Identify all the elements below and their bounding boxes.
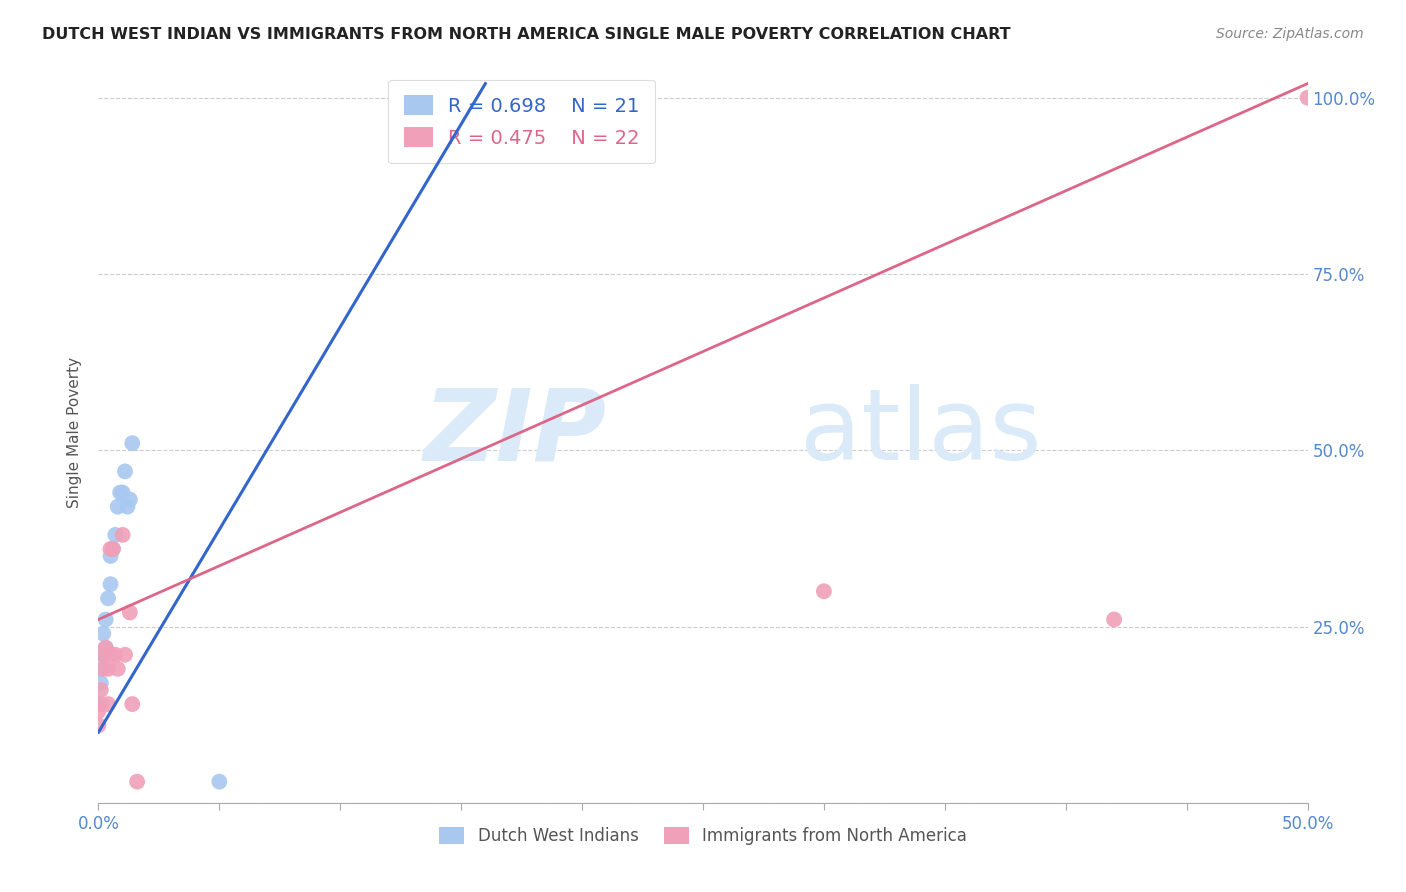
Point bbox=[208, 774, 231, 789]
Point bbox=[90, 676, 112, 690]
Point bbox=[1102, 612, 1125, 626]
Point bbox=[114, 464, 136, 478]
Point bbox=[90, 697, 112, 711]
Point bbox=[108, 485, 131, 500]
Point bbox=[91, 648, 114, 662]
Point bbox=[100, 541, 122, 556]
Point bbox=[101, 541, 124, 556]
Point bbox=[104, 528, 127, 542]
Point bbox=[111, 528, 134, 542]
Point bbox=[474, 91, 496, 105]
Point bbox=[87, 718, 110, 732]
Y-axis label: Single Male Poverty: Single Male Poverty bbox=[67, 357, 83, 508]
Point bbox=[107, 500, 129, 514]
Point bbox=[114, 648, 136, 662]
Point bbox=[118, 606, 141, 620]
Point bbox=[94, 640, 117, 655]
Point bbox=[104, 648, 127, 662]
Point bbox=[101, 541, 124, 556]
Point bbox=[117, 500, 139, 514]
Legend: Dutch West Indians, Immigrants from North America: Dutch West Indians, Immigrants from Nort… bbox=[432, 819, 974, 854]
Point bbox=[121, 697, 143, 711]
Point bbox=[94, 612, 117, 626]
Point bbox=[97, 697, 120, 711]
Point bbox=[1296, 91, 1319, 105]
Point bbox=[90, 683, 112, 698]
Point bbox=[90, 662, 112, 676]
Text: Source: ZipAtlas.com: Source: ZipAtlas.com bbox=[1216, 27, 1364, 41]
Point bbox=[111, 485, 134, 500]
Text: atlas: atlas bbox=[800, 384, 1042, 481]
Point bbox=[100, 577, 122, 591]
Point bbox=[97, 591, 120, 606]
Point bbox=[100, 549, 122, 563]
Point bbox=[107, 662, 129, 676]
Point bbox=[100, 648, 122, 662]
Point bbox=[91, 662, 114, 676]
Point bbox=[87, 704, 110, 718]
Point bbox=[118, 492, 141, 507]
Point bbox=[91, 648, 114, 662]
Text: ZIP: ZIP bbox=[423, 384, 606, 481]
Point bbox=[127, 774, 149, 789]
Point bbox=[121, 436, 143, 450]
Text: DUTCH WEST INDIAN VS IMMIGRANTS FROM NORTH AMERICA SINGLE MALE POVERTY CORRELATI: DUTCH WEST INDIAN VS IMMIGRANTS FROM NOR… bbox=[42, 27, 1011, 42]
Point bbox=[91, 626, 114, 640]
Point bbox=[94, 640, 117, 655]
Point bbox=[87, 697, 110, 711]
Point bbox=[813, 584, 835, 599]
Point bbox=[97, 662, 120, 676]
